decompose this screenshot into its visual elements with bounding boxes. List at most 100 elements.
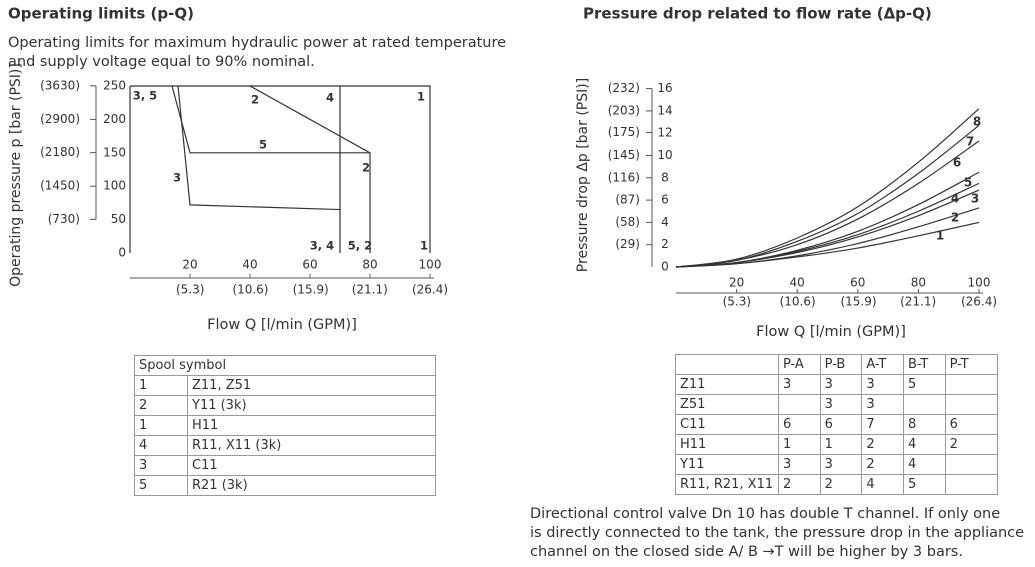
x2-tick-label: (21.1) — [352, 283, 388, 297]
table-cell — [944, 374, 999, 395]
table-cell: 5 — [134, 475, 188, 496]
y-tick-label: 0 — [118, 246, 126, 260]
y2-tick-label: (116) — [608, 170, 640, 184]
x2-tick-label: (15.9) — [840, 295, 876, 309]
x2-tick-label: (26.4) — [412, 283, 448, 297]
curve-label: 1 — [420, 239, 428, 253]
y2-tick-label: (730) — [48, 212, 80, 226]
table-cell — [944, 394, 999, 415]
table-row: Z51 3 3 — [675, 394, 999, 415]
table-cell — [777, 394, 821, 415]
table-row: 1 Z11, Z51 — [134, 375, 436, 396]
table-cell — [944, 454, 999, 475]
curve — [171, 85, 370, 154]
x-tick-label: 80 — [911, 276, 926, 290]
table-cell: 3 — [819, 374, 863, 395]
curve-label: 3, 5 — [133, 89, 157, 103]
curve-label: 3 — [971, 192, 979, 206]
curve-label: 1 — [936, 229, 944, 243]
x2-tick-label: (10.6) — [780, 295, 816, 309]
spool-table: Spool symbol 1 Z11, Z51 2 Y11 (3k) 1 H11 4 R11, … — [134, 355, 436, 496]
table-cell: 2 — [861, 454, 904, 475]
y-tick-label: 50 — [111, 212, 126, 226]
note-line: is directly connected to the tank, the p… — [530, 525, 1024, 541]
table-cell: Z11, Z51 — [187, 375, 436, 396]
table-cell: 1 — [777, 434, 821, 455]
y-tick-label: 250 — [103, 79, 126, 93]
table-cell: 7 — [861, 414, 904, 435]
table-cell: Spool symbol — [134, 355, 436, 376]
table-cell: 3 — [861, 394, 904, 415]
table-cell: A-T — [861, 354, 904, 375]
table-cell: 3 — [777, 454, 821, 475]
table-row: C11 6 6 7 8 6 — [675, 414, 999, 435]
curve — [249, 85, 371, 253]
y2-tick-label: (1450) — [40, 179, 80, 193]
curve — [675, 124, 980, 268]
table-cell: Y11 (3k) — [187, 395, 436, 416]
table-cell: 1 — [134, 375, 188, 396]
y2-tick-label: (203) — [608, 103, 640, 117]
note-line: Directional control valve Dn 10 has doub… — [530, 506, 1000, 522]
table-cell: C11 — [675, 414, 779, 435]
x-tick-label: 40 — [790, 276, 805, 290]
subtitle-line: Operating limits for maximum hydraulic p… — [8, 35, 506, 51]
curve — [675, 171, 980, 268]
curve-label: 5 — [964, 176, 972, 190]
curve-label: 1 — [417, 90, 425, 104]
table-cell: 5 — [902, 374, 946, 395]
x-tick-label: 20 — [182, 258, 197, 272]
table-cell — [675, 354, 779, 375]
table-cell: R11, R21, X11 — [675, 474, 779, 495]
x-axis-title: Flow Q [l/min (GPM)] — [207, 317, 357, 333]
y-tick-label: 2 — [661, 237, 669, 251]
x2-tick-label: (26.4) — [961, 295, 997, 309]
table-row: H11 1 1 2 4 2 — [675, 434, 999, 455]
table-cell: 4 — [902, 454, 946, 475]
curve — [675, 182, 980, 268]
table-cell: H11 — [187, 415, 436, 436]
curve-label: 2 — [951, 211, 959, 225]
curve-label: 4 — [326, 91, 334, 105]
table-row: Z11 3 3 3 5 — [675, 374, 999, 395]
pressure-drop-table: P-A P-B A-T B-T P-T Z11 3 3 3 5 Z51 3 3 C11 6 6 7 8 6 H11 1 1… — [675, 354, 999, 495]
y-tick-label: 4 — [661, 215, 669, 229]
y-axis-title: Pressure drop Δp [bar (PSI)] — [575, 78, 591, 272]
table-row: 1 H11 — [134, 415, 436, 436]
table-cell: P-T — [944, 354, 999, 375]
table-cell: P-B — [819, 354, 863, 375]
y-tick-label: 100 — [103, 179, 126, 193]
table-cell: 2 — [134, 395, 188, 416]
curve — [177, 85, 341, 211]
table-cell: 5 — [902, 474, 946, 495]
table-row: P-A P-B A-T B-T P-T — [675, 354, 999, 375]
y-tick-label: 10 — [657, 148, 672, 162]
table-cell: 4 — [134, 435, 188, 456]
table-cell — [902, 394, 946, 415]
table-row: Spool symbol — [134, 355, 436, 376]
table-cell: H11 — [675, 434, 779, 455]
table-cell: C11 — [187, 455, 436, 476]
table-row: R11, R21, X11 2 2 4 5 — [675, 474, 999, 495]
note-line: channel on the closed side A/ B →T will … — [530, 544, 963, 560]
curve-label: 7 — [966, 135, 974, 149]
y2-tick-label: (58) — [615, 215, 640, 229]
y2-tick-label: (232) — [608, 81, 640, 95]
y2-tick-label: (3630) — [40, 78, 80, 92]
curve — [675, 108, 980, 268]
x-tick-label: 20 — [729, 276, 744, 290]
x2-tick-label: (10.6) — [232, 283, 268, 297]
table-cell: Y11 — [675, 454, 779, 475]
curve-label: 2 — [362, 161, 370, 175]
x-tick-label: 40 — [242, 258, 257, 272]
table-cell: 3 — [819, 394, 863, 415]
right-title: Pressure drop related to flow rate (Δp-Q… — [583, 5, 932, 23]
curve-label: 2 — [251, 93, 259, 107]
table-cell: 3 — [134, 455, 188, 476]
y2-tick-label: (2180) — [40, 145, 80, 159]
y2-tick-label: (87) — [615, 193, 640, 207]
y2-tick-label: (29) — [615, 237, 640, 251]
table-cell: 1 — [134, 415, 188, 436]
table-row: 4 R11, X11 (3k) — [134, 435, 436, 456]
